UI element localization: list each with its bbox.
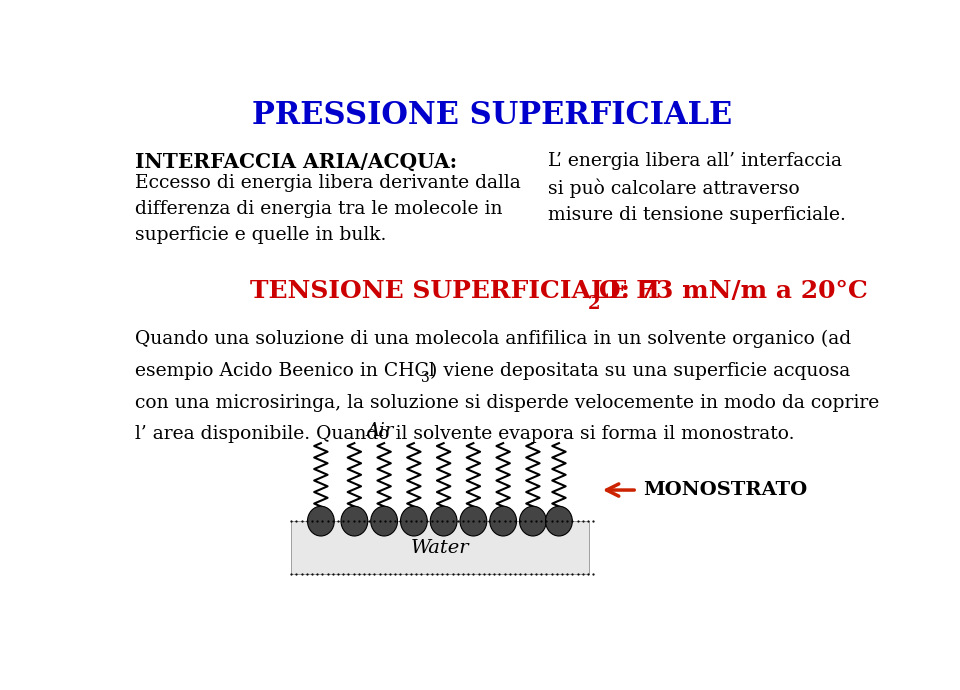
Text: Air: Air [367,422,395,440]
Ellipse shape [490,506,516,536]
Text: TENSIONE SUPERFICIALE H: TENSIONE SUPERFICIALE H [251,279,660,303]
Ellipse shape [371,506,397,536]
Text: L’ energia libera all’ interfaccia
si può calcolare attraverso
misure di tension: L’ energia libera all’ interfaccia si pu… [548,152,846,224]
Ellipse shape [307,506,334,536]
Text: Quando una soluzione di una molecola anfifilica in un solvente organico (ad: Quando una soluzione di una molecola anf… [134,330,851,348]
Text: l’ area disponibile. Quando il solvente evapora si forma il monostrato.: l’ area disponibile. Quando il solvente … [134,426,794,444]
Text: Water: Water [411,539,469,557]
Text: ) viene depositata su una superficie acquosa: ) viene depositata su una superficie acq… [430,362,851,380]
Text: PRESSIONE SUPERFICIALE: PRESSIONE SUPERFICIALE [252,100,732,131]
Text: 2: 2 [588,295,600,313]
Ellipse shape [430,506,457,536]
Ellipse shape [545,506,572,536]
Ellipse shape [400,506,427,536]
Ellipse shape [460,506,487,536]
Text: esempio Acido Beenico in CHCl: esempio Acido Beenico in CHCl [134,362,435,380]
Bar [291,521,588,574]
Text: Eccesso di energia libera derivante dalla
differenza di energia tra le molecole : Eccesso di energia libera derivante dall… [134,174,520,244]
Ellipse shape [519,506,546,536]
Text: MONOSTRATO: MONOSTRATO [643,481,807,499]
Text: 3: 3 [421,371,430,385]
Text: con una microsiringa, la soluzione si disperde velocemente in modo da coprire: con una microsiringa, la soluzione si di… [134,393,879,412]
Text: O: 73 mN/m a 20°C: O: 73 mN/m a 20°C [599,279,868,303]
Text: INTERFACCIA ARIA/ACQUA:: INTERFACCIA ARIA/ACQUA: [134,152,457,172]
Ellipse shape [341,506,368,536]
